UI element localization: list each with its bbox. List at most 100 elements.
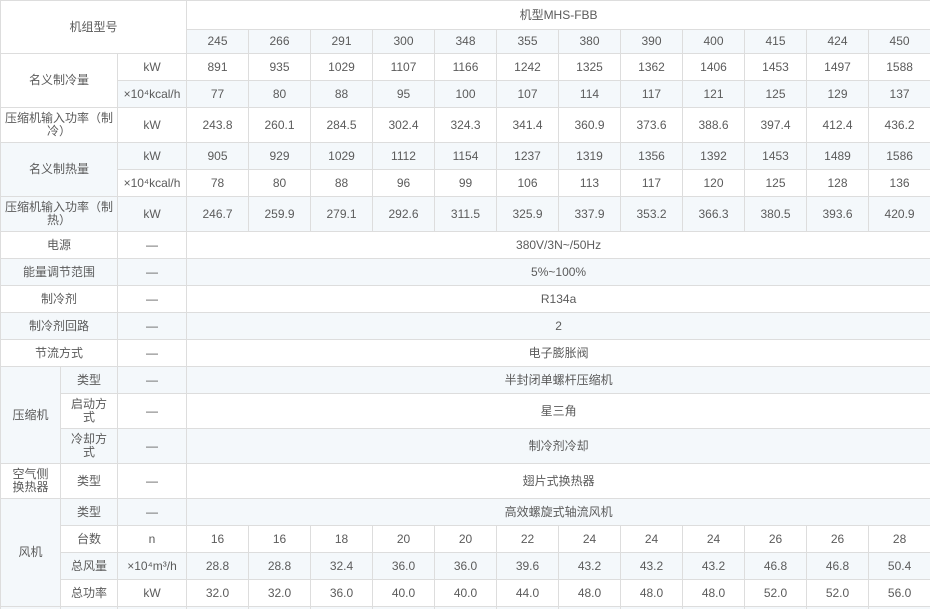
- row-label-cell: 节流方式: [0, 339, 118, 367]
- merged-value-cell: 电子膨胀阀: [185, 339, 930, 367]
- row-label-cell: 总功率: [60, 579, 118, 607]
- model-header-cell: 300: [372, 29, 435, 54]
- value-cell: 246.7: [186, 196, 249, 232]
- value-cell: 891: [186, 53, 249, 81]
- table-row: 名义制冷量 kW 891 935 1029 1107 1166 1242 1325 1362 140…: [0, 53, 930, 108]
- models-row: 245 266 291 300 348 355 380 390 400 415 424 450: [1, 29, 930, 54]
- model-header-cell: 424: [806, 29, 869, 54]
- table-row: 节流方式 — 电子膨胀阀: [0, 339, 930, 367]
- spec-table-body: 名义制冷量 kW 891 935 1029 1107 1166 1242 1325 1362 140…: [0, 53, 930, 609]
- model-header-cell: 390: [620, 29, 683, 54]
- value-cell: 325.9: [496, 196, 559, 232]
- table-row: ×10⁴kcal/h 78 80 88 96 99 106 113 117 120 125 128 13…: [1, 169, 930, 197]
- table-header: 机组型号 机型MHS-FBB 245 266 291 300 348 355 380 390 4…: [0, 0, 930, 54]
- row-label-cell: 台数: [60, 525, 118, 553]
- merged-value-cell: 翅片式换热器: [185, 463, 930, 499]
- table-row: 启动方式 — 星三角: [1, 393, 930, 429]
- value-cell: 80: [248, 80, 311, 108]
- value-cell: 121: [682, 80, 745, 108]
- value-cell: 32.0: [248, 579, 311, 607]
- unit-cell: —: [117, 366, 187, 394]
- value-cell: 99: [434, 169, 497, 197]
- model-header-cell: 266: [248, 29, 311, 54]
- value-cell: 32.4: [310, 552, 373, 580]
- value-cell: 137: [867, 80, 930, 108]
- row-label-cell: 制冷剂回路: [0, 312, 118, 340]
- unit-cell: ×10⁴m³/h: [117, 552, 187, 580]
- unit-cell: —: [117, 463, 187, 499]
- table-row: 压缩机 类型 — 半封闭单螺杆压缩机: [0, 366, 930, 464]
- value-cell: 292.6: [372, 196, 435, 232]
- row-label-cell: 类型: [60, 366, 118, 394]
- value-cell: 388.6: [682, 107, 745, 143]
- value-cell: 80: [248, 169, 311, 197]
- merged-value-cell: 380V/3N~/50Hz: [185, 231, 930, 259]
- unit-cell: kW: [117, 53, 187, 81]
- row-label-cell: 类型: [60, 463, 118, 499]
- table-row: 台数 n 16 16 18 20 20 22 24 24 24 26 26 28: [1, 525, 930, 553]
- value-cell: 24: [682, 525, 745, 553]
- value-cell: 77: [186, 80, 249, 108]
- value-cell: 129: [806, 80, 869, 108]
- value-cell: 46.8: [744, 552, 807, 580]
- value-cell: 1406: [682, 53, 745, 81]
- value-cell: 44.0: [496, 579, 559, 607]
- value-cell: 128: [806, 169, 869, 197]
- series-header-cell: 机型MHS-FBB: [185, 0, 930, 30]
- value-cell: 16: [248, 525, 311, 553]
- model-header-cell: 355: [496, 29, 559, 54]
- value-cell: 107: [496, 80, 559, 108]
- value-cell: 28: [867, 525, 930, 553]
- model-header-cell: 400: [682, 29, 745, 54]
- unit-cell: —: [117, 231, 187, 259]
- value-cell: 106: [496, 169, 559, 197]
- value-cell: 120: [682, 169, 745, 197]
- value-cell: 36.0: [310, 579, 373, 607]
- value-cell: 1029: [310, 53, 373, 81]
- value-cell: 125: [744, 169, 807, 197]
- value-cell: 279.1: [310, 196, 373, 232]
- model-header-cell: 415: [744, 29, 807, 54]
- value-cell: 373.6: [620, 107, 683, 143]
- value-cell: 284.5: [310, 107, 373, 143]
- value-cell: 337.9: [558, 196, 621, 232]
- unit-cell: n: [117, 525, 187, 553]
- merged-value-cell: 星三角: [185, 393, 930, 429]
- value-cell: 26: [806, 525, 869, 553]
- value-cell: 393.6: [806, 196, 869, 232]
- row-label-cell: 能量调节范围: [0, 258, 118, 286]
- value-cell: 1489: [806, 142, 869, 170]
- value-cell: 50.4: [867, 552, 930, 580]
- merged-value-cell: 半封闭单螺杆压缩机: [185, 366, 930, 394]
- value-cell: 88: [310, 80, 373, 108]
- model-header-cell: 380: [558, 29, 621, 54]
- table-row: 压缩机输入功率（制冷） kW 243.8 260.1 284.5 302.4 324.3 34…: [0, 107, 930, 143]
- unit-cell: —: [117, 285, 187, 313]
- row-label-cell: 冷却方式: [60, 428, 118, 464]
- value-cell: 48.0: [558, 579, 621, 607]
- value-cell: 117: [620, 80, 683, 108]
- merged-value-cell: 5%~100%: [185, 258, 930, 286]
- value-cell: 360.9: [558, 107, 621, 143]
- value-cell: 905: [186, 142, 249, 170]
- value-cell: 1237: [496, 142, 559, 170]
- value-cell: 43.2: [620, 552, 683, 580]
- row-label-cell: 名义制热量: [0, 142, 118, 197]
- value-cell: 24: [620, 525, 683, 553]
- value-cell: 243.8: [186, 107, 249, 143]
- row-label-cell: 制冷剂: [0, 285, 118, 313]
- value-cell: 1453: [744, 142, 807, 170]
- value-cell: 78: [186, 169, 249, 197]
- table-row: 总风量 ×10⁴m³/h 28.8 28.8 32.4 36.0 36.0 39.6 43.2 4…: [1, 552, 930, 580]
- row-label-cell: 总风量: [60, 552, 118, 580]
- value-cell: 311.5: [434, 196, 497, 232]
- table-row: 名义制热量 kW 905 929 1029 1112 1154 1237 1319 1356 139…: [0, 142, 930, 197]
- value-cell: 436.2: [867, 107, 930, 143]
- value-cell: 929: [248, 142, 311, 170]
- row-label-cell: 名义制冷量: [0, 53, 118, 108]
- group-label-cell: 空气侧换热器: [0, 463, 61, 499]
- unit-cell: —: [117, 498, 187, 526]
- value-cell: 40.0: [372, 579, 435, 607]
- unit-cell: —: [117, 339, 187, 367]
